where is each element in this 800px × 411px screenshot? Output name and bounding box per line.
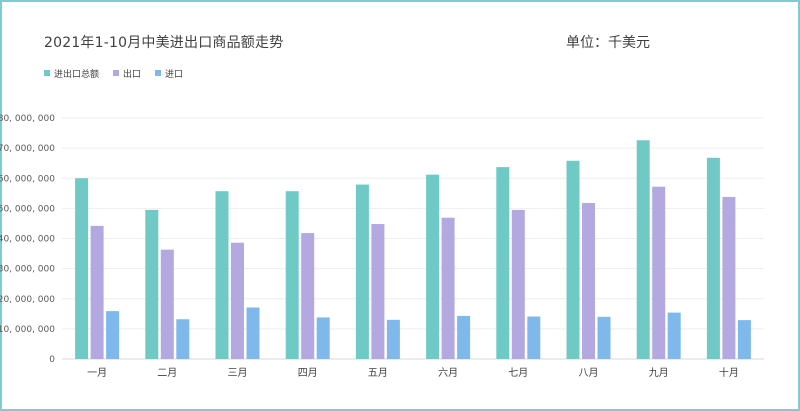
bar-total (215, 191, 229, 359)
x-tick-label: 一月 (87, 367, 107, 379)
y-tick-label: 40, 000, 000 (0, 235, 55, 245)
legend-item-total[interactable]: 进出口总额 (44, 67, 99, 80)
y-tick-label: 0 (49, 355, 55, 365)
bar-export (652, 186, 666, 359)
x-tick-label: 七月 (508, 367, 528, 379)
bar-total (145, 209, 159, 359)
legend-label-export: 出口 (123, 69, 142, 80)
y-tick-label: 70, 000, 000 (0, 144, 55, 154)
bar-import (176, 319, 190, 359)
unit-label: 单位：千美元 (566, 35, 650, 51)
legend-item-export[interactable]: 出口 (113, 67, 141, 80)
chart-title: 2021年1-10月中美进出口商品额走势 (44, 35, 284, 51)
x-tick-label: 五月 (368, 367, 388, 379)
x-tick-label: 三月 (228, 367, 248, 379)
bar-export (511, 209, 525, 359)
bar-import (316, 317, 330, 359)
x-tick-label: 六月 (438, 367, 458, 379)
x-tick-label: 四月 (298, 367, 318, 379)
legend-swatch-import (155, 70, 162, 76)
bar-import (527, 316, 541, 359)
x-tick-label: 八月 (579, 367, 599, 379)
y-tick-label: 80, 000, 000 (0, 114, 55, 124)
bar-import (667, 312, 681, 359)
y-tick-label: 60, 000, 000 (0, 174, 55, 184)
y-tick-label: 50, 000, 000 (0, 204, 55, 214)
bar-import (457, 315, 471, 359)
legend: 进出口总额 出口 进口 (44, 66, 183, 80)
bar-export (231, 242, 244, 359)
legend-swatch-export (113, 70, 120, 76)
bar-export (582, 202, 595, 359)
legend-item-import[interactable]: 进口 (155, 67, 183, 80)
legend-label-total: 进出口总额 (54, 69, 100, 80)
x-tick-label: 九月 (649, 367, 669, 379)
bar-total (496, 167, 510, 359)
bar-total (636, 140, 650, 359)
bar-export (160, 249, 174, 359)
bar-export (722, 196, 736, 359)
bar-import (246, 307, 260, 359)
bar-import (737, 320, 751, 359)
bar-total (706, 157, 720, 359)
y-tick-label: 20, 000, 000 (0, 295, 55, 305)
x-tick-label: 十月 (719, 366, 739, 379)
y-tick-label: 10, 000, 000 (0, 325, 55, 335)
bar-import (597, 316, 611, 359)
bar-import (106, 311, 120, 359)
bar-total (355, 184, 369, 359)
bar-total (566, 160, 580, 359)
bar-total (426, 174, 440, 359)
bar-export (301, 233, 315, 359)
bar-export (441, 217, 455, 359)
y-tick-label: 30, 000, 000 (0, 265, 55, 275)
bar-export (371, 224, 385, 359)
bar-total (75, 178, 89, 359)
bar-import (386, 319, 400, 359)
bar-export (90, 225, 104, 359)
legend-swatch-total (44, 70, 50, 76)
legend-label-import: 进口 (165, 69, 184, 80)
bar-total (285, 191, 299, 359)
x-tick-label: 二月 (157, 367, 177, 379)
